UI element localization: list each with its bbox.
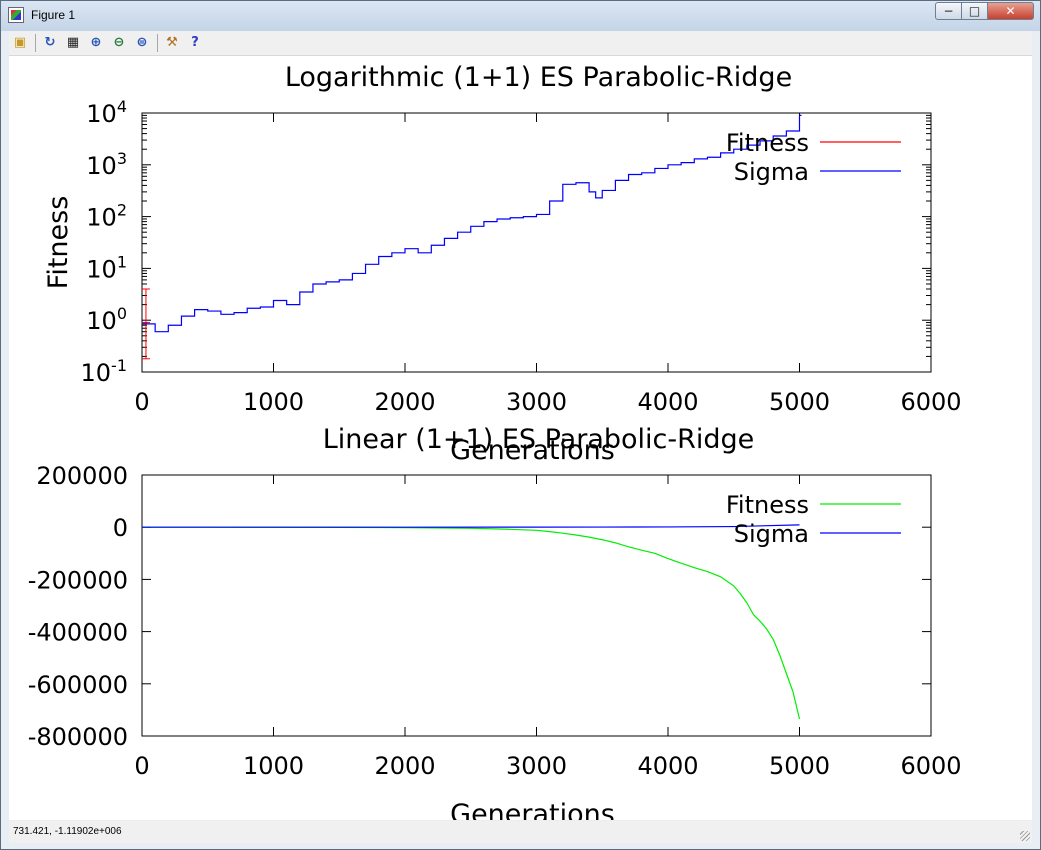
chart0-series-sigma-line (142, 115, 802, 331)
minimize-button[interactable]: − (935, 2, 962, 20)
refresh-icon[interactable]: ↻ (42, 35, 58, 51)
resize-grip-icon[interactable] (1020, 831, 1030, 841)
close-button[interactable]: ✕ (988, 2, 1034, 20)
status-bar: 731.421, -1.11902e+006 (9, 821, 1032, 843)
chart0-x-tick-label: 3000 (506, 388, 567, 416)
chart1-series-fitness-line (142, 527, 800, 719)
settings-icon[interactable]: ⚒ (164, 35, 180, 51)
chart0-y-tick-label: 100 (86, 304, 127, 335)
plots-svg: 0 1000 2000 3000 4000 5000 6000 10-1 100 101 102 10… (9, 56, 1032, 820)
chart1-y-tick-label: -200000 (28, 566, 128, 594)
chart1-x-tick-label: 0 (134, 752, 149, 780)
chart1-x-tick-label: 6000 (900, 752, 961, 780)
chart1-x-tick-label: 3000 (506, 752, 567, 780)
chart1-x-tick-label: 1000 (243, 752, 304, 780)
maximize-button[interactable]: □ (962, 2, 988, 20)
chart0-y-tick-label: 103 (86, 149, 127, 180)
chart1-x-tick-label: 4000 (637, 752, 698, 780)
window-title: Figure 1 (31, 8, 75, 22)
chart1-x-axis-label: Generations (450, 799, 615, 820)
grid-icon[interactable]: ▦ (65, 35, 81, 51)
chart0-x-tick-label: 1000 (243, 388, 304, 416)
chart0-y-tick-label: 102 (86, 201, 127, 232)
chart1-series-sigma-line (142, 525, 800, 527)
title-bar[interactable]: Figure 1 − □ ✕ (1, 1, 1040, 31)
chart1-x-tick-label: 2000 (374, 752, 435, 780)
chart1-legend-label: Fitness (726, 491, 809, 519)
window-controls: − □ ✕ (935, 2, 1034, 21)
zoom-in-icon[interactable]: ⊕ (88, 35, 104, 51)
chart1-y-tick-label: 0 (113, 514, 128, 542)
chart0-legend-label: Sigma (734, 158, 809, 186)
toolbar-separator (35, 34, 36, 52)
toolbar-separator (157, 34, 158, 52)
chart0-y-tick-label: 10-1 (81, 356, 128, 387)
plot-canvas[interactable]: 0 1000 2000 3000 4000 5000 6000 10-1 100 101 102 10… (9, 56, 1032, 820)
chart0-title: Logarithmic (1+1) ES Parabolic-Ridge (285, 62, 792, 93)
chart0-x-tick-label: 5000 (769, 388, 830, 416)
zoom-reset-icon[interactable]: ⊜ (134, 35, 150, 51)
figure-app-icon (8, 7, 24, 23)
chart1-y-tick-label: 200000 (36, 462, 128, 490)
chart0-x-tick-label: 2000 (374, 388, 435, 416)
chart1-title: Linear (1+1) ES Parabolic-Ridge (323, 424, 755, 455)
zoom-out-icon[interactable]: ⊖ (111, 35, 127, 51)
cursor-coordinates: 731.421, -1.11902e+006 (13, 826, 122, 837)
chart1-legend-label: Sigma (734, 520, 809, 548)
chart0-legend-label: Fitness (726, 129, 809, 157)
chart1-y-tick-label: -600000 (28, 671, 128, 699)
chart0-y-tick-label: 101 (86, 252, 127, 283)
chart1-y-tick-label: -800000 (28, 723, 128, 751)
chart0-x-tick-label: 6000 (900, 388, 961, 416)
toolbar: ▣ ↻ ▦ ⊕ ⊖ ⊜ ⚒ ? (9, 31, 1032, 56)
chart0-x-tick-label: 4000 (637, 388, 698, 416)
chart1-plot-frame (142, 475, 931, 736)
chart1-y-tick-label: -400000 (28, 619, 128, 647)
chart0-x-tick-label: 0 (134, 388, 149, 416)
chart0-y-axis-label: Fitness (43, 196, 74, 290)
open-icon[interactable]: ▣ (12, 35, 28, 51)
chart1-x-tick-label: 5000 (769, 752, 830, 780)
chart0-y-tick-label: 104 (86, 97, 127, 128)
help-icon[interactable]: ? (187, 35, 203, 51)
chart0-plot-frame (142, 113, 931, 372)
